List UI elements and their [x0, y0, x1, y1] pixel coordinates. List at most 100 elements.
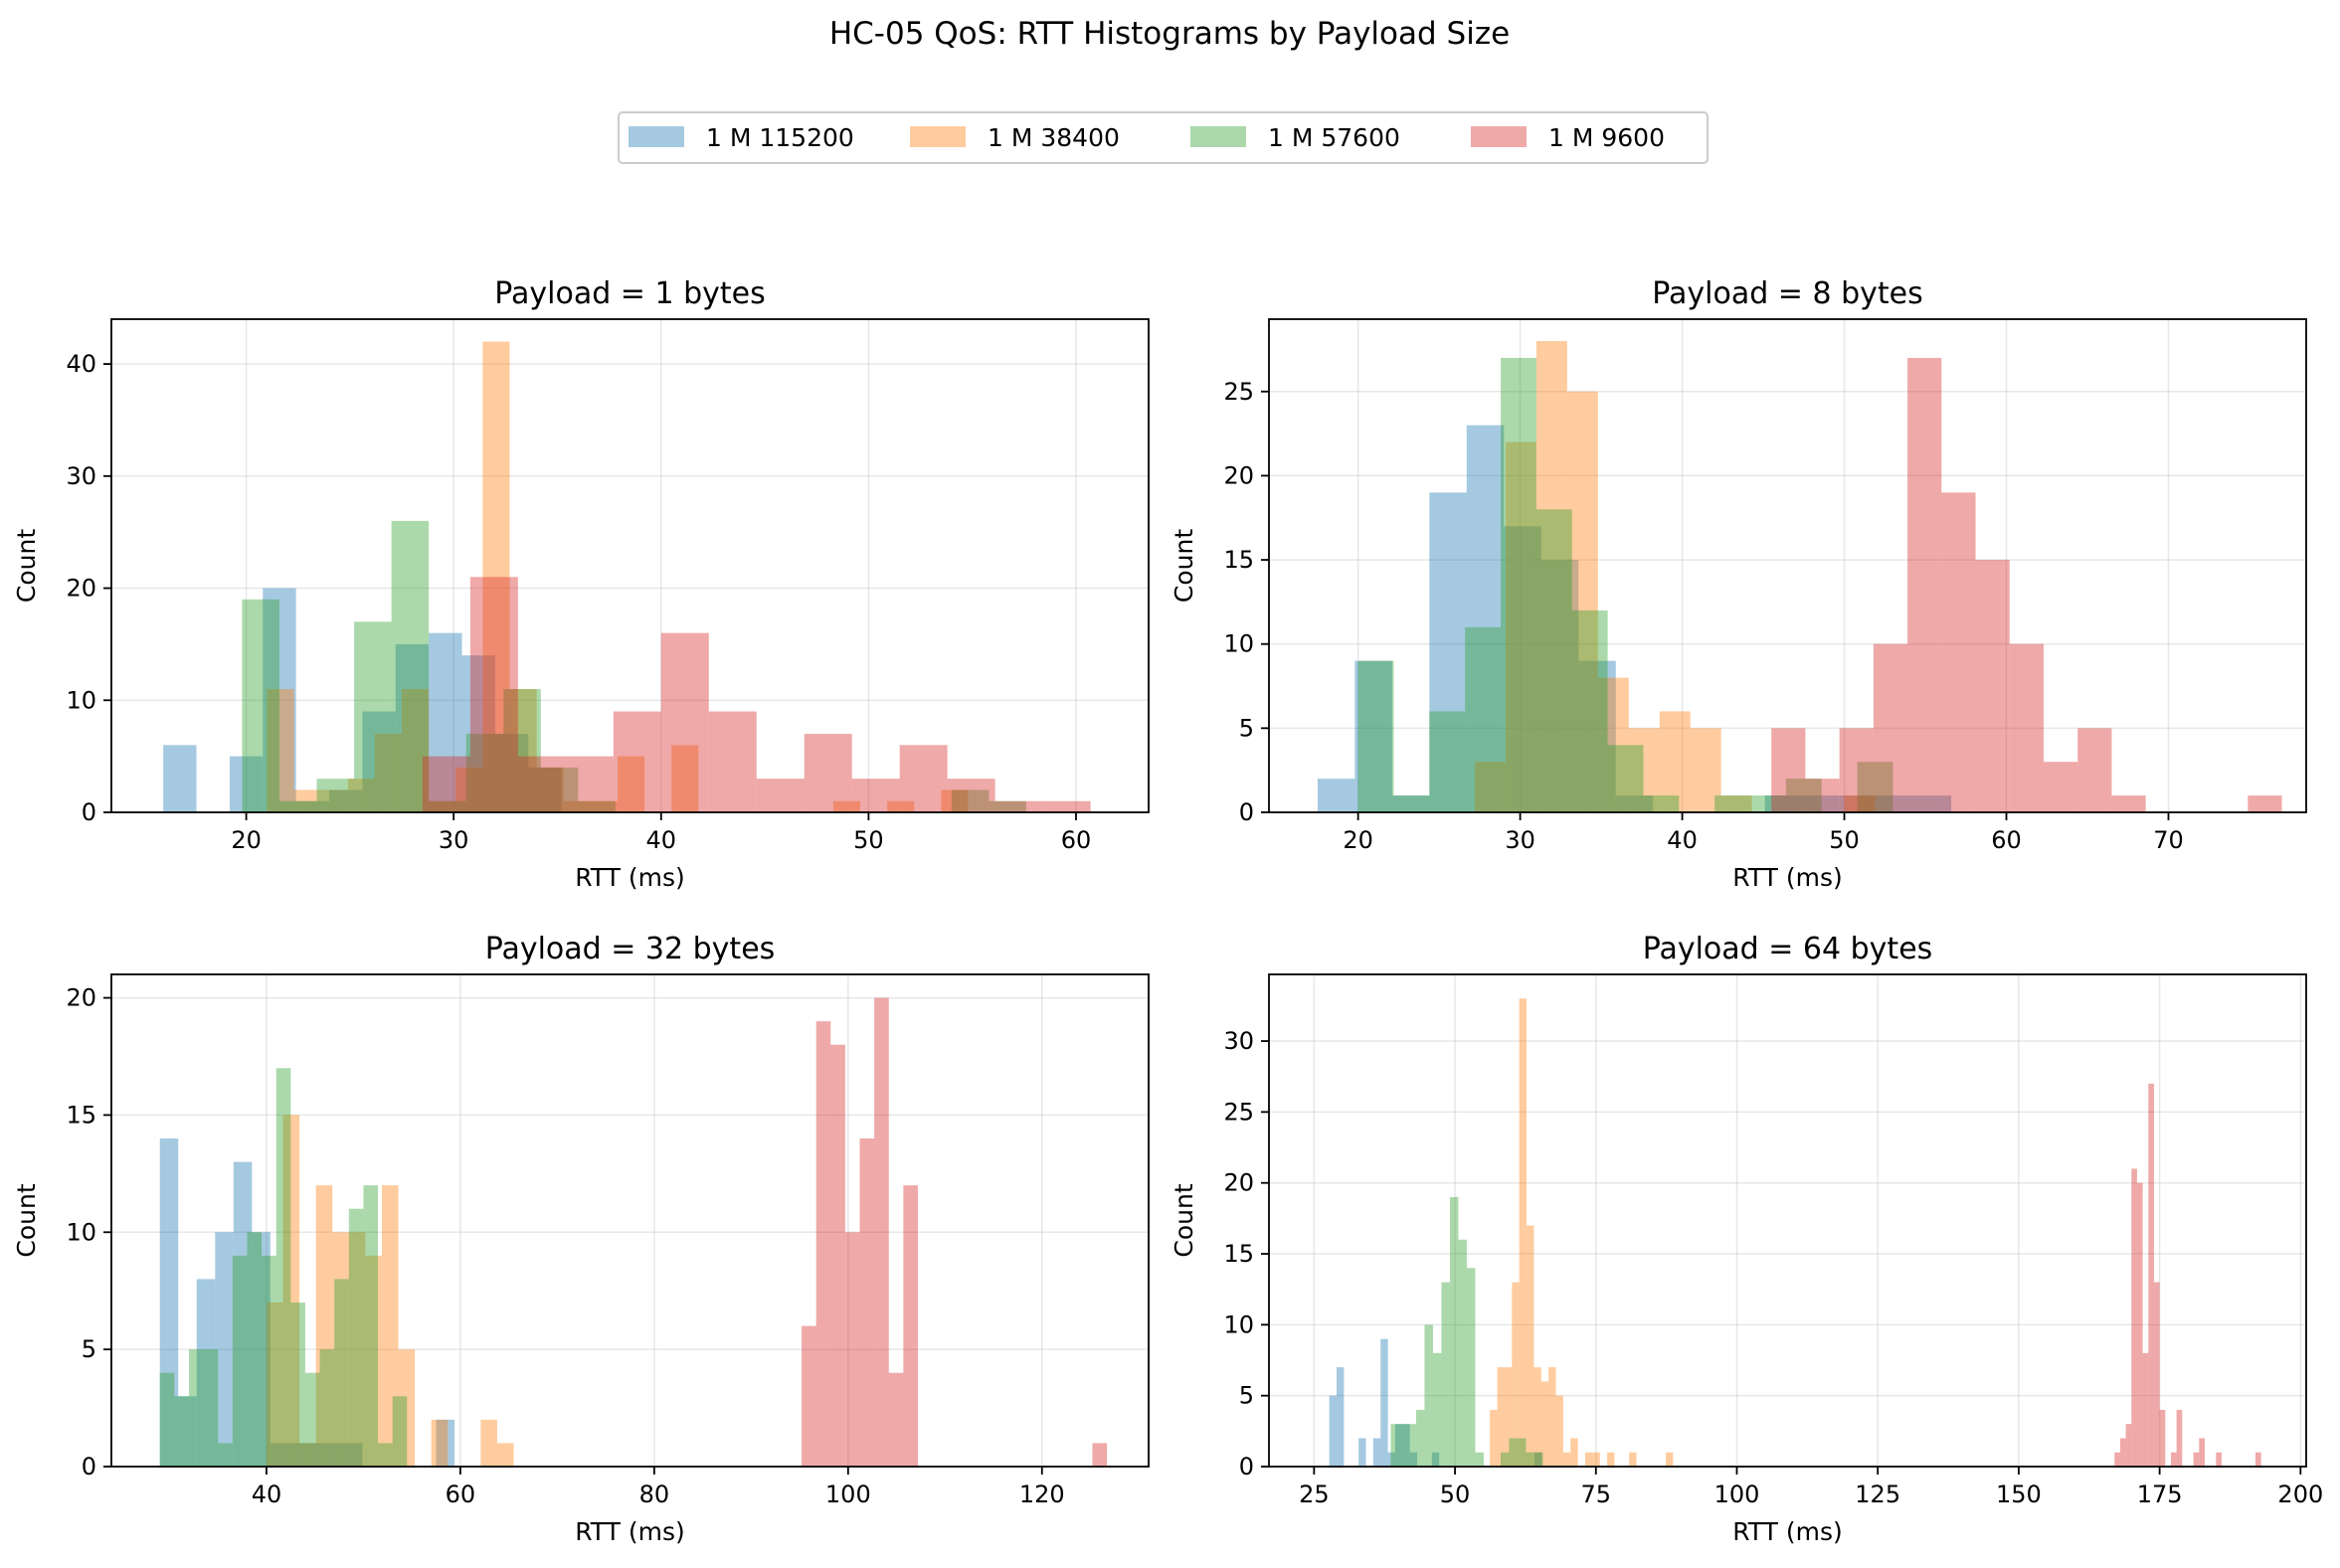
- x-axis-label: RTT (ms): [1732, 1517, 1843, 1546]
- histogram-bar: [263, 588, 296, 812]
- histogram-bar: [1941, 492, 1976, 812]
- series-1-m-115200: [1317, 425, 1952, 812]
- histogram-bar: [1533, 1452, 1543, 1467]
- histogram-bar: [1431, 1452, 1440, 1467]
- histogram-bar: [395, 643, 430, 812]
- histogram-bar: [1372, 1438, 1381, 1467]
- histogram-bar: [494, 734, 529, 812]
- x-axis-label: RTT (ms): [575, 863, 685, 892]
- histogram-bar: [1571, 610, 1608, 812]
- histogram-bar: [1839, 795, 1878, 812]
- histogram-bar: [1592, 1452, 1600, 1467]
- histogram-bar: [1540, 1381, 1549, 1467]
- histogram-bar: [1517, 1438, 1527, 1467]
- histogram-bar: [1409, 1452, 1418, 1467]
- histogram-bar: [1415, 1409, 1425, 1467]
- histogram-bar: [2193, 1452, 2200, 1467]
- plot-area: [111, 319, 1149, 812]
- histogram-bar: [320, 789, 348, 812]
- histogram-bar: [429, 800, 466, 812]
- histogram-bar: [1490, 1409, 1498, 1467]
- series-1-m-57600: [1357, 357, 1893, 812]
- panel-title: Payload = 1 bytes: [494, 276, 765, 311]
- histogram-bar: [1907, 357, 1942, 812]
- histogram-bar: [429, 800, 456, 812]
- histogram-bar: [1527, 1225, 1534, 1467]
- x-tick-label: 100: [1714, 1481, 1760, 1508]
- histogram-bar: [613, 711, 661, 812]
- histogram-bar: [1533, 1452, 1542, 1467]
- histogram-bar: [1509, 1438, 1518, 1467]
- legend-frame: [618, 111, 1709, 164]
- histogram-bar: [1449, 1196, 1459, 1467]
- histogram-bar: [2111, 795, 2146, 812]
- histogram-bar: [1785, 779, 1822, 812]
- y-tick-label: 15: [1223, 546, 1254, 574]
- histogram-bar: [1615, 795, 1654, 812]
- series-1-m-9600: [2114, 1083, 2261, 1467]
- series-1-m-115200: [1329, 1338, 1542, 1467]
- histogram-bar: [431, 1419, 449, 1467]
- x-tick-label: 150: [1996, 1481, 2042, 1508]
- histogram-bar: [563, 800, 591, 812]
- plot-area: [111, 974, 1149, 1467]
- x-tick-label: 60: [1061, 826, 1092, 854]
- x-tick-label: 50: [853, 826, 884, 854]
- histogram-bar: [899, 745, 948, 812]
- histogram-bar: [282, 1115, 300, 1467]
- histogram-bar: [1394, 1424, 1403, 1467]
- histogram-bar: [2159, 1409, 2166, 1467]
- histogram-bar: [391, 520, 430, 812]
- histogram-bar: [1566, 391, 1598, 812]
- histogram-bar: [2077, 728, 2112, 812]
- histogram-bar: [1750, 795, 1786, 812]
- y-tick-label: 0: [82, 798, 96, 826]
- histogram-bar: [1714, 795, 1751, 812]
- histogram-bar: [1802, 795, 1840, 812]
- histogram-bar: [233, 1161, 253, 1467]
- series-1-m-9600: [422, 577, 1091, 812]
- histogram-bar: [469, 577, 518, 812]
- histogram-bar: [1877, 795, 1914, 812]
- histogram-bar: [196, 1279, 216, 1467]
- histogram-bar: [1329, 1395, 1338, 1467]
- x-tick-label: 20: [231, 826, 262, 854]
- x-tick-label: 40: [646, 826, 677, 854]
- series-1-m-9600: [1771, 357, 2282, 812]
- histogram-bar: [1380, 1338, 1388, 1467]
- histogram-bar: [1839, 728, 1874, 812]
- histogram-bar: [1629, 1452, 1637, 1467]
- histogram-bar: [362, 711, 396, 812]
- x-tick-label: 80: [639, 1481, 670, 1508]
- y-tick-label: 30: [1223, 1027, 1254, 1055]
- legend: 1 M 115200 1 M 38400 1 M 57600 1 M 9600: [618, 111, 1709, 164]
- histogram-bar: [365, 1255, 382, 1467]
- histogram-bar: [378, 1443, 393, 1467]
- histogram-bar: [1607, 745, 1644, 812]
- histogram-bar: [299, 1443, 316, 1467]
- histogram-bar: [903, 1185, 919, 1467]
- x-tick-label: 120: [1019, 1481, 1065, 1508]
- histogram-bar: [874, 997, 889, 1467]
- y-tick-label: 10: [66, 686, 96, 714]
- histogram-bar: [1607, 1452, 1615, 1467]
- histogram-bar: [1357, 660, 1394, 812]
- histogram-bar: [671, 745, 699, 812]
- histogram-bar: [2009, 643, 2044, 812]
- histogram-bar: [2170, 1452, 2177, 1467]
- histogram-bar: [1500, 1452, 1510, 1467]
- histogram-bar: [2043, 762, 2078, 812]
- histogram-bar: [295, 800, 330, 812]
- histogram-bar: [374, 734, 403, 812]
- histogram-bar: [1504, 1367, 1513, 1467]
- y-axis-label: Count: [12, 529, 41, 603]
- legend-label-1-m-9600: 1 M 9600: [1548, 123, 1665, 152]
- histogram-bar: [159, 1372, 175, 1467]
- y-tick-label: 5: [1239, 714, 1254, 742]
- histogram-bar: [2199, 1438, 2205, 1467]
- y-tick-label: 0: [1239, 798, 1254, 826]
- histogram-bar: [851, 779, 900, 812]
- y-tick-label: 10: [1223, 630, 1254, 658]
- y-tick-label: 20: [1223, 1169, 1254, 1197]
- histogram-bar: [1526, 1452, 1534, 1467]
